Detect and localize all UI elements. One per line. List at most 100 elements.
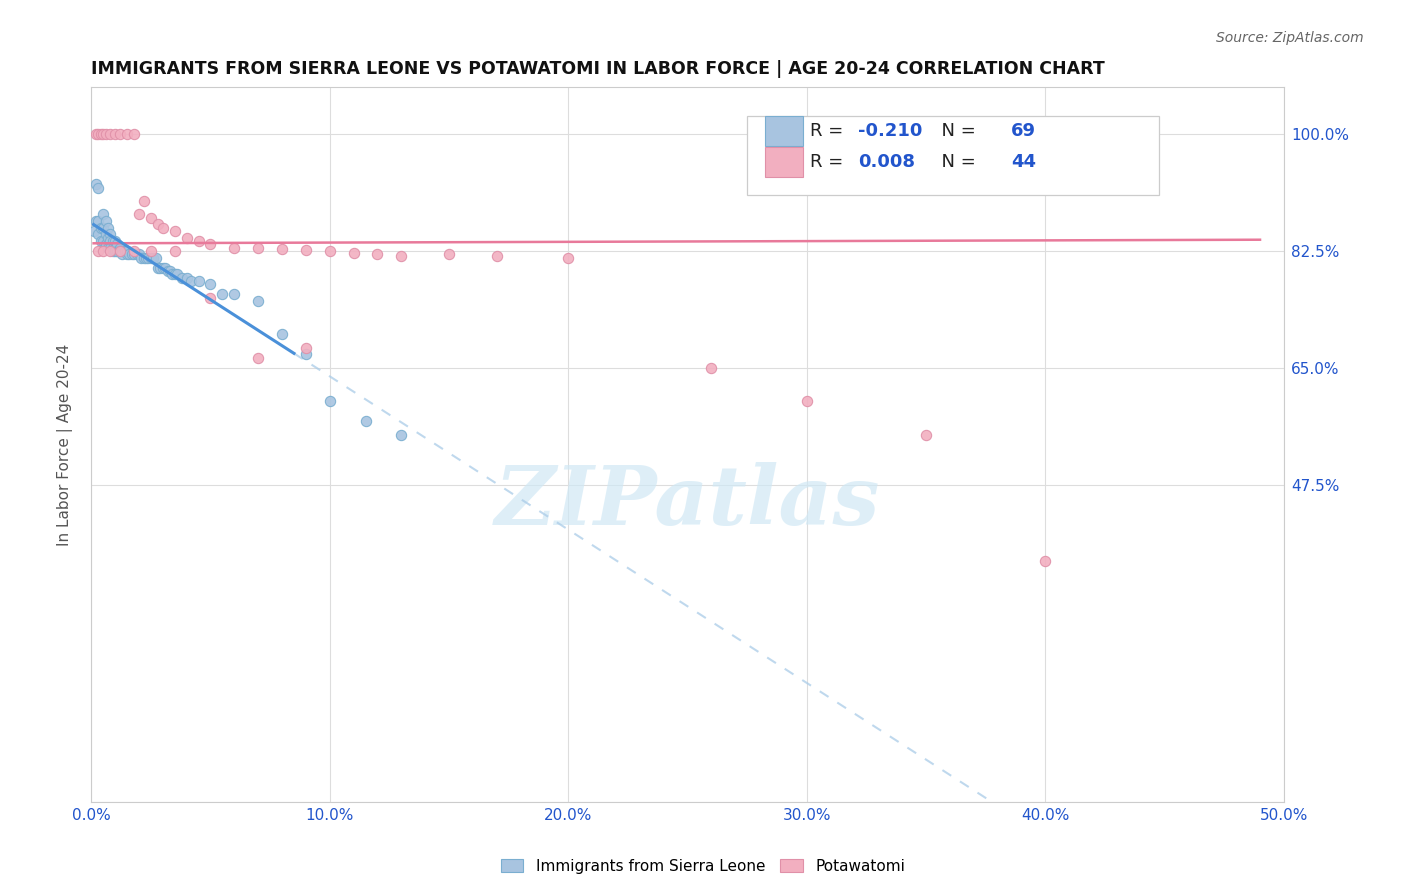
- FancyBboxPatch shape: [765, 116, 803, 146]
- Point: [114, 244, 136, 258]
- Point: [98, 241, 121, 255]
- Point: [319, 394, 342, 409]
- Text: ZIPatlas: ZIPatlas: [495, 462, 880, 541]
- Point: [125, 247, 148, 261]
- Point: [104, 241, 127, 255]
- Point: [87, 127, 110, 141]
- Point: [98, 227, 121, 242]
- Point: [104, 244, 127, 258]
- Point: [149, 260, 172, 275]
- Point: [101, 234, 124, 248]
- Point: [108, 244, 131, 258]
- Point: [366, 247, 388, 261]
- Text: 69: 69: [1011, 122, 1036, 140]
- Point: [176, 230, 198, 244]
- Point: [295, 347, 318, 361]
- Point: [153, 260, 176, 275]
- Point: [224, 241, 246, 255]
- Point: [84, 178, 107, 192]
- Point: [224, 287, 246, 301]
- Point: [108, 127, 131, 141]
- Point: [159, 264, 181, 278]
- Point: [128, 247, 150, 261]
- Point: [108, 244, 131, 258]
- Point: [139, 211, 162, 225]
- Text: N =: N =: [929, 122, 981, 140]
- Point: [108, 241, 131, 255]
- Legend: Immigrants from Sierra Leone, Potawatomi: Immigrants from Sierra Leone, Potawatomi: [495, 853, 911, 880]
- Point: [128, 207, 150, 221]
- Text: 44: 44: [1011, 153, 1036, 170]
- Point: [111, 247, 134, 261]
- Point: [354, 414, 377, 428]
- Point: [91, 207, 114, 221]
- Point: [389, 249, 412, 263]
- Point: [485, 249, 508, 263]
- Point: [87, 227, 110, 242]
- Point: [152, 220, 174, 235]
- Point: [98, 127, 121, 141]
- Point: [132, 251, 155, 265]
- Point: [180, 274, 202, 288]
- Point: [146, 217, 169, 231]
- Point: [87, 244, 110, 258]
- Text: IMMIGRANTS FROM SIERRA LEONE VS POTAWATOMI IN LABOR FORCE | AGE 20-24 CORRELATIO: IMMIGRANTS FROM SIERRA LEONE VS POTAWATO…: [91, 60, 1105, 78]
- Point: [135, 251, 157, 265]
- Point: [170, 270, 193, 285]
- Point: [200, 277, 222, 292]
- Point: [97, 230, 120, 244]
- Point: [152, 260, 174, 275]
- Point: [122, 244, 145, 258]
- Point: [156, 264, 179, 278]
- Point: [200, 291, 222, 305]
- Point: [142, 251, 165, 265]
- Point: [84, 214, 107, 228]
- Point: [132, 194, 155, 208]
- Point: [91, 127, 114, 141]
- Point: [437, 247, 460, 261]
- Point: [389, 427, 412, 442]
- Point: [98, 244, 121, 258]
- Point: [187, 274, 209, 288]
- Point: [319, 244, 342, 258]
- Point: [247, 351, 270, 365]
- Point: [122, 247, 145, 261]
- Point: [163, 224, 186, 238]
- Point: [187, 234, 209, 248]
- Point: [139, 244, 162, 258]
- Point: [98, 234, 121, 248]
- Point: [91, 220, 114, 235]
- Text: N =: N =: [929, 153, 981, 170]
- Point: [84, 127, 107, 141]
- Point: [91, 244, 114, 258]
- Point: [91, 234, 114, 248]
- Y-axis label: In Labor Force | Age 20-24: In Labor Force | Age 20-24: [58, 343, 73, 546]
- Point: [146, 260, 169, 275]
- Point: [104, 127, 127, 141]
- Point: [176, 270, 198, 285]
- Point: [163, 244, 186, 258]
- Point: [104, 234, 127, 248]
- Point: [1033, 554, 1056, 568]
- FancyBboxPatch shape: [747, 116, 1159, 194]
- Point: [139, 251, 162, 265]
- Point: [271, 242, 294, 256]
- Point: [247, 241, 270, 255]
- Point: [295, 244, 318, 258]
- Point: [97, 241, 120, 255]
- Text: Source: ZipAtlas.com: Source: ZipAtlas.com: [1216, 31, 1364, 45]
- Text: R =: R =: [810, 153, 849, 170]
- Point: [111, 244, 134, 258]
- Point: [138, 251, 160, 265]
- Text: R =: R =: [810, 122, 849, 140]
- Text: 0.008: 0.008: [858, 153, 915, 170]
- Point: [121, 247, 143, 261]
- Point: [90, 234, 112, 248]
- Point: [101, 244, 124, 258]
- FancyBboxPatch shape: [765, 147, 803, 177]
- Point: [163, 268, 186, 282]
- Point: [200, 237, 222, 252]
- Point: [162, 268, 184, 282]
- Point: [700, 360, 723, 375]
- Point: [271, 327, 294, 342]
